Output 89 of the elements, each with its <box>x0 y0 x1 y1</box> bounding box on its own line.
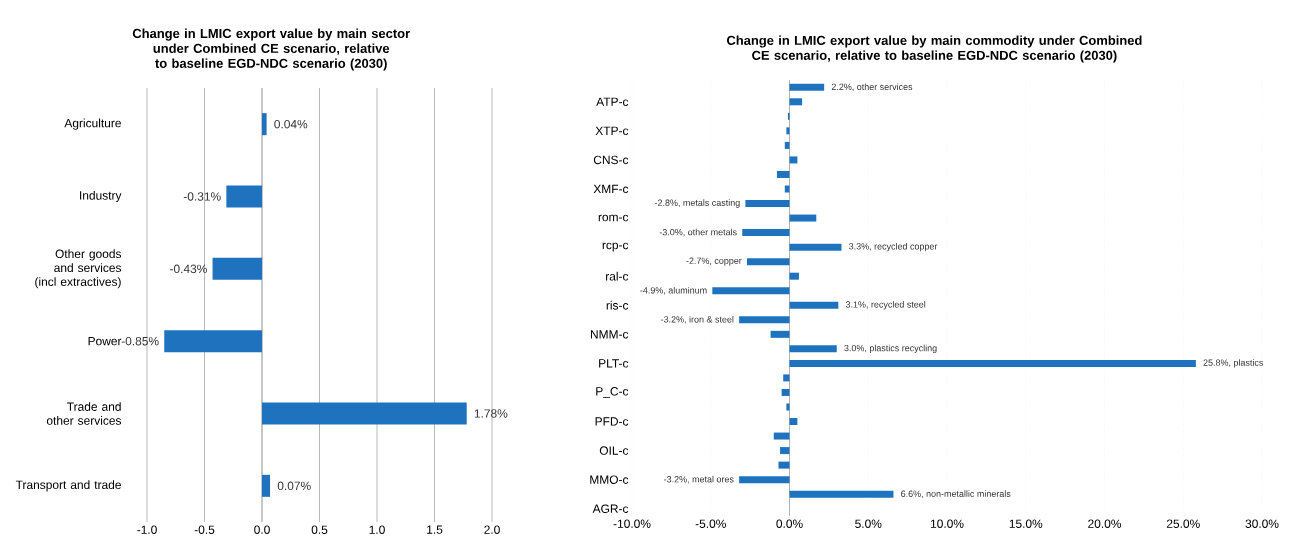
bar <box>262 113 267 136</box>
bar <box>770 330 790 338</box>
y-tick-label: PLT-c <box>599 359 629 368</box>
bar <box>778 461 790 469</box>
data-label: 2.2%, other services <box>831 83 913 92</box>
bar <box>712 287 790 295</box>
x-tick-label: 20.0% <box>1088 519 1122 528</box>
y-tick-label: ATP-c <box>596 97 629 106</box>
y-tick-label: PFD-c <box>595 417 629 426</box>
data-label: -0.85% <box>121 336 159 346</box>
y-tick-label: Agriculture <box>64 118 121 130</box>
data-label: 3.0%, plastics recycling <box>844 344 937 354</box>
data-label: -3.2%, metal ores <box>664 475 734 484</box>
data-label: -3.0%, other metals <box>659 228 737 237</box>
y-tick-label: Other goods and services (incl extractives) <box>35 249 122 289</box>
y-tick-label: CNS-c <box>593 155 629 165</box>
bar <box>164 330 263 353</box>
bar <box>262 402 467 425</box>
x-tick-label: 1.5 <box>427 525 443 534</box>
data-label: 0.07% <box>277 481 311 491</box>
bar <box>746 258 790 266</box>
bar <box>784 141 790 149</box>
y-tick-label: MMO-c <box>590 475 629 484</box>
chart-title: Change in LMIC export value by main commodity under Combined CE scenario, relative to baseline EGD-NDC scenario (2030) <box>726 35 1142 63</box>
x-tick-label: -10.0% <box>613 519 651 528</box>
data-label: 3.3%, recycled copper <box>849 242 938 252</box>
x-tick-label: -1.0 <box>137 525 157 534</box>
bar <box>789 490 894 498</box>
bar <box>226 185 263 208</box>
y-tick-label: XMF-c <box>593 184 629 194</box>
bar <box>773 432 790 440</box>
y-tick-label: ris-c <box>606 300 629 310</box>
bar <box>789 83 825 91</box>
bar <box>783 374 790 382</box>
y-tick-label: AGR-c <box>592 504 629 513</box>
data-label: 0.04% <box>274 119 308 129</box>
bar <box>739 476 790 484</box>
bar <box>745 200 790 208</box>
data-label: -3.2%, iron & steel <box>661 315 734 324</box>
data-label: -4.9%, aluminum <box>640 286 707 295</box>
x-tick-label: 5.0% <box>855 519 882 528</box>
bar <box>789 359 1196 367</box>
bar <box>742 229 790 237</box>
bar <box>212 257 263 280</box>
chart-title: Change in LMIC export value by main sector under Combined CE scenario, relative to baseline EGD-NDC scenario (2030) <box>132 28 410 71</box>
y-tick-label: P_C-c <box>596 387 629 398</box>
data-label: -2.8%, metals casting <box>654 199 740 208</box>
y-tick-label: Power <box>88 336 122 346</box>
data-label: 1.78% <box>474 409 508 418</box>
y-tick-label: Industry <box>80 190 122 203</box>
x-tick-label: -5.0% <box>695 519 726 528</box>
bar <box>776 170 790 178</box>
x-tick-label: 15.0% <box>1009 519 1043 528</box>
bar <box>780 447 790 455</box>
bar <box>789 301 839 309</box>
y-tick-label: XTP-c <box>595 126 629 136</box>
y-tick-label: Trade and other services <box>46 402 122 425</box>
bar <box>786 127 790 135</box>
x-tick-label: 30.0% <box>1245 519 1279 528</box>
data-label: -0.43% <box>170 264 207 274</box>
y-tick-label: rcp-c <box>602 242 629 252</box>
x-tick-label: 2.0 <box>484 525 500 534</box>
data-label: -2.7%, copper <box>686 257 742 266</box>
y-tick-label: rom-c <box>598 214 629 222</box>
data-label: 6.6%, non-metallic minerals <box>901 490 1011 499</box>
y-tick-label: NMM-c <box>590 330 629 339</box>
bar <box>789 98 803 106</box>
bar <box>786 403 790 411</box>
x-tick-label: 25.0% <box>1166 519 1200 528</box>
bar <box>789 243 842 251</box>
x-tick-label: 0.5 <box>311 525 328 534</box>
y-tick-label: Transport and trade <box>15 480 121 492</box>
bar <box>784 185 790 193</box>
data-label: -0.31% <box>183 192 221 201</box>
data-label: 3.1%, recycled steel <box>845 301 926 310</box>
bar <box>262 474 271 497</box>
bar <box>789 214 817 222</box>
y-tick-label: ral-c <box>606 271 629 281</box>
bar <box>781 388 790 396</box>
x-tick-label: 1.0 <box>369 525 385 534</box>
data-label: 25.8%, plastics <box>1203 359 1264 368</box>
bar <box>739 316 790 324</box>
x-tick-label: 0.0% <box>776 519 803 528</box>
x-tick-label: 10.0% <box>930 519 964 528</box>
bar <box>789 272 799 280</box>
bar <box>789 345 837 353</box>
x-tick-label: -0.5 <box>194 525 215 534</box>
y-tick-label: OIL-c <box>599 446 629 455</box>
x-tick-label: 0.0 <box>254 525 270 534</box>
